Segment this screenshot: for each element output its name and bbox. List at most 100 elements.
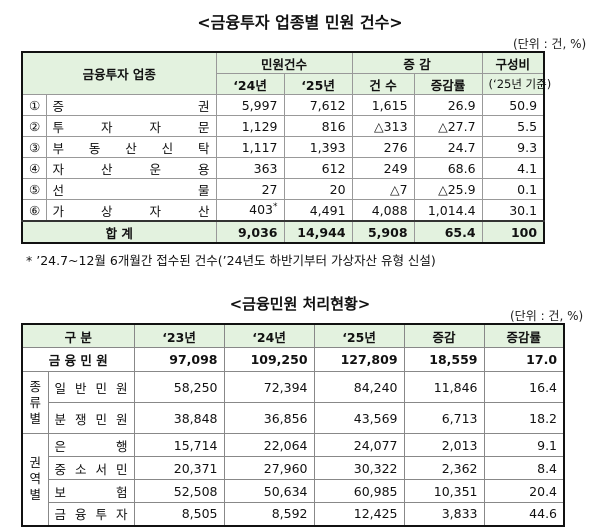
t2-total-y25: 127,809 xyxy=(313,347,405,372)
value-rate: 8.4 xyxy=(483,456,565,480)
label-char: 쟁 xyxy=(75,411,87,427)
value-count: △313 xyxy=(351,115,415,137)
value-share: 30.1 xyxy=(481,199,545,222)
label-char: 권 xyxy=(29,455,41,471)
table-row: ② 투 자 자 문 1,129 816 △313 △27.7 5.5 xyxy=(21,115,545,137)
label-char: 은 xyxy=(54,438,67,454)
table-row: ⑤ 선 물 27 20 △7 △25.9 0.1 xyxy=(21,178,545,200)
value-change: 11,846 xyxy=(403,371,485,403)
total-rate: 65.4 xyxy=(413,220,483,244)
value-count: 276 xyxy=(351,136,415,158)
label-char: 상 xyxy=(101,203,113,219)
t2-header-y24: ‘24년 xyxy=(223,323,315,348)
value-y24: 27,960 xyxy=(223,456,315,480)
value-y23: 8,505 xyxy=(133,502,225,526)
value-y24: 1,129 xyxy=(215,115,285,137)
value-rate: 24.7 xyxy=(413,136,483,158)
table-row: ③ 부 동 산 신 탁 1,117 1,393 276 24.7 9.3 xyxy=(21,136,545,158)
label-char: 문 xyxy=(198,119,210,135)
value-y23: 20,371 xyxy=(133,456,225,480)
t2-total-change: 18,559 xyxy=(403,347,485,372)
table-row: ① 증 권 5,997 7,612 1,615 26.9 50.9 xyxy=(21,94,545,116)
header-complaints: 민원건수 xyxy=(215,51,353,74)
label-char: 종 xyxy=(29,378,41,394)
label-char: 산 xyxy=(101,161,113,177)
value-y24: 22,064 xyxy=(223,433,315,457)
table-row: 중 소 서 민 20,371 27,960 30,322 2,362 8.4 xyxy=(22,456,565,480)
table1-unit: (단위 : 건, %) xyxy=(513,37,587,51)
value-rate: 9.1 xyxy=(483,433,565,457)
table-row: 분 쟁 민 원 38,848 36,856 43,569 6,713 18.2 xyxy=(22,402,565,434)
value-y24: 27 xyxy=(215,178,285,200)
value-y25: 12,425 xyxy=(313,502,405,526)
value-y25: 43,569 xyxy=(313,402,405,434)
label-char: 자 xyxy=(52,161,65,177)
t2-header-y25: ‘25년 xyxy=(313,323,405,348)
value-y25: 60,985 xyxy=(313,479,405,503)
label-char: 보 xyxy=(54,484,67,500)
header-category: 금융투자 업종 xyxy=(21,51,217,95)
value-share: 50.9 xyxy=(481,94,545,116)
value-change: 2,362 xyxy=(403,456,485,480)
value-rate: 1,014.4 xyxy=(413,199,483,222)
row-number: ③ xyxy=(21,136,47,158)
value-share: 4.1 xyxy=(481,157,545,179)
value-y25: 1,393 xyxy=(283,136,353,158)
label-char: 민 xyxy=(95,411,108,427)
value-count: 249 xyxy=(351,157,415,179)
label-char: 행 xyxy=(116,438,128,454)
value-y25: 30,322 xyxy=(313,456,405,480)
label-char: 서 xyxy=(95,461,108,477)
label-char: 용 xyxy=(198,161,210,177)
value-rate: 68.6 xyxy=(413,157,483,179)
label-char: 투 xyxy=(52,119,65,135)
label-char: 산 xyxy=(198,203,210,219)
value-change: 6,713 xyxy=(403,402,485,434)
label-char: 융 xyxy=(75,507,87,523)
header-share: 구성비 xyxy=(481,51,545,74)
label-char: 증 xyxy=(52,98,65,114)
value-change: 3,833 xyxy=(403,502,485,526)
label-char: 원 xyxy=(116,380,128,396)
label-char: 별 xyxy=(29,410,41,426)
t2-header-category: 구 분 xyxy=(21,323,135,348)
value-y25: 84,240 xyxy=(313,371,405,403)
t2-total-row: 금 융 민 원 97,098 109,250 127,809 18,559 17… xyxy=(21,347,565,372)
table-row: ④ 자 산 운 용 363 612 249 68.6 4.1 xyxy=(21,157,545,179)
value-rate: 18.2 xyxy=(483,402,565,434)
value-y24: 8,592 xyxy=(223,502,315,526)
table2-title: <금융민원 처리현황> xyxy=(229,295,371,313)
t2-total-rate: 17.0 xyxy=(483,347,565,372)
value-rate: 26.9 xyxy=(413,94,483,116)
label-char: 일 xyxy=(54,380,67,396)
total-count: 5,908 xyxy=(351,220,415,244)
total-y25: 14,944 xyxy=(283,220,353,244)
row-number: ① xyxy=(21,94,47,116)
table-row: 금 융 투 자 8,505 8,592 12,425 3,833 44.6 xyxy=(22,502,565,526)
header-count: 건 수 xyxy=(351,73,415,95)
value-y25: 612 xyxy=(283,157,353,179)
value-rate: 44.6 xyxy=(483,502,565,526)
header-rate: 증감률 xyxy=(413,73,483,95)
t2-header-rate: 증감률 xyxy=(483,323,565,348)
label-char: 물 xyxy=(198,182,210,198)
total-label: 합 계 xyxy=(21,220,217,244)
label-char: 분 xyxy=(54,411,67,427)
label-char: 중 xyxy=(54,461,67,477)
table-row: 보 험 52,508 50,634 60,985 10,351 20.4 xyxy=(22,479,565,503)
label-char: 운 xyxy=(149,161,162,177)
t2-header-y23: ‘23년 xyxy=(133,323,225,348)
value-count: 4,088 xyxy=(351,199,415,222)
label-char: 원 xyxy=(116,411,128,427)
row-number: ⑤ xyxy=(21,178,47,200)
